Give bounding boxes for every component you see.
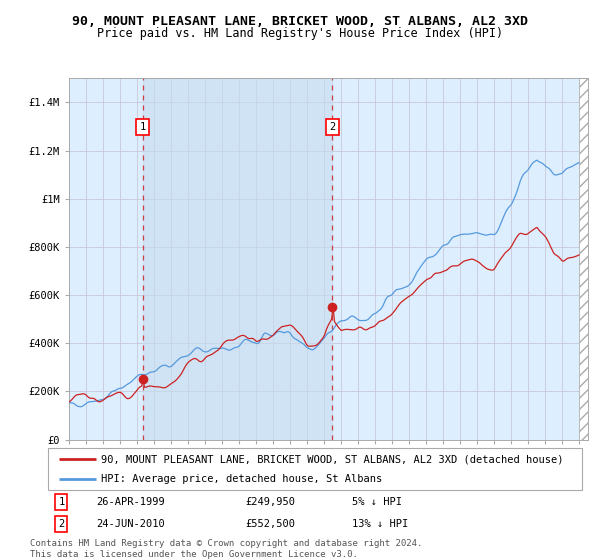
Text: 90, MOUNT PLEASANT LANE, BRICKET WOOD, ST ALBANS, AL2 3XD: 90, MOUNT PLEASANT LANE, BRICKET WOOD, S… — [72, 15, 528, 28]
Text: 24-JUN-2010: 24-JUN-2010 — [96, 519, 165, 529]
Text: HPI: Average price, detached house, St Albans: HPI: Average price, detached house, St A… — [101, 474, 383, 484]
Text: Contains HM Land Registry data © Crown copyright and database right 2024.
This d: Contains HM Land Registry data © Crown c… — [30, 539, 422, 559]
FancyBboxPatch shape — [48, 448, 582, 490]
Text: 2: 2 — [58, 519, 64, 529]
Text: £249,950: £249,950 — [245, 497, 296, 507]
Text: 90, MOUNT PLEASANT LANE, BRICKET WOOD, ST ALBANS, AL2 3XD (detached house): 90, MOUNT PLEASANT LANE, BRICKET WOOD, S… — [101, 454, 564, 464]
Text: Price paid vs. HM Land Registry's House Price Index (HPI): Price paid vs. HM Land Registry's House … — [97, 27, 503, 40]
Text: 13% ↓ HPI: 13% ↓ HPI — [352, 519, 409, 529]
Text: £552,500: £552,500 — [245, 519, 296, 529]
Text: 2: 2 — [329, 122, 335, 132]
Text: 26-APR-1999: 26-APR-1999 — [96, 497, 165, 507]
Bar — [143, 78, 332, 440]
Text: 1: 1 — [58, 497, 64, 507]
Text: 1: 1 — [139, 122, 146, 132]
Bar — [580, 78, 588, 440]
Text: 5% ↓ HPI: 5% ↓ HPI — [352, 497, 403, 507]
